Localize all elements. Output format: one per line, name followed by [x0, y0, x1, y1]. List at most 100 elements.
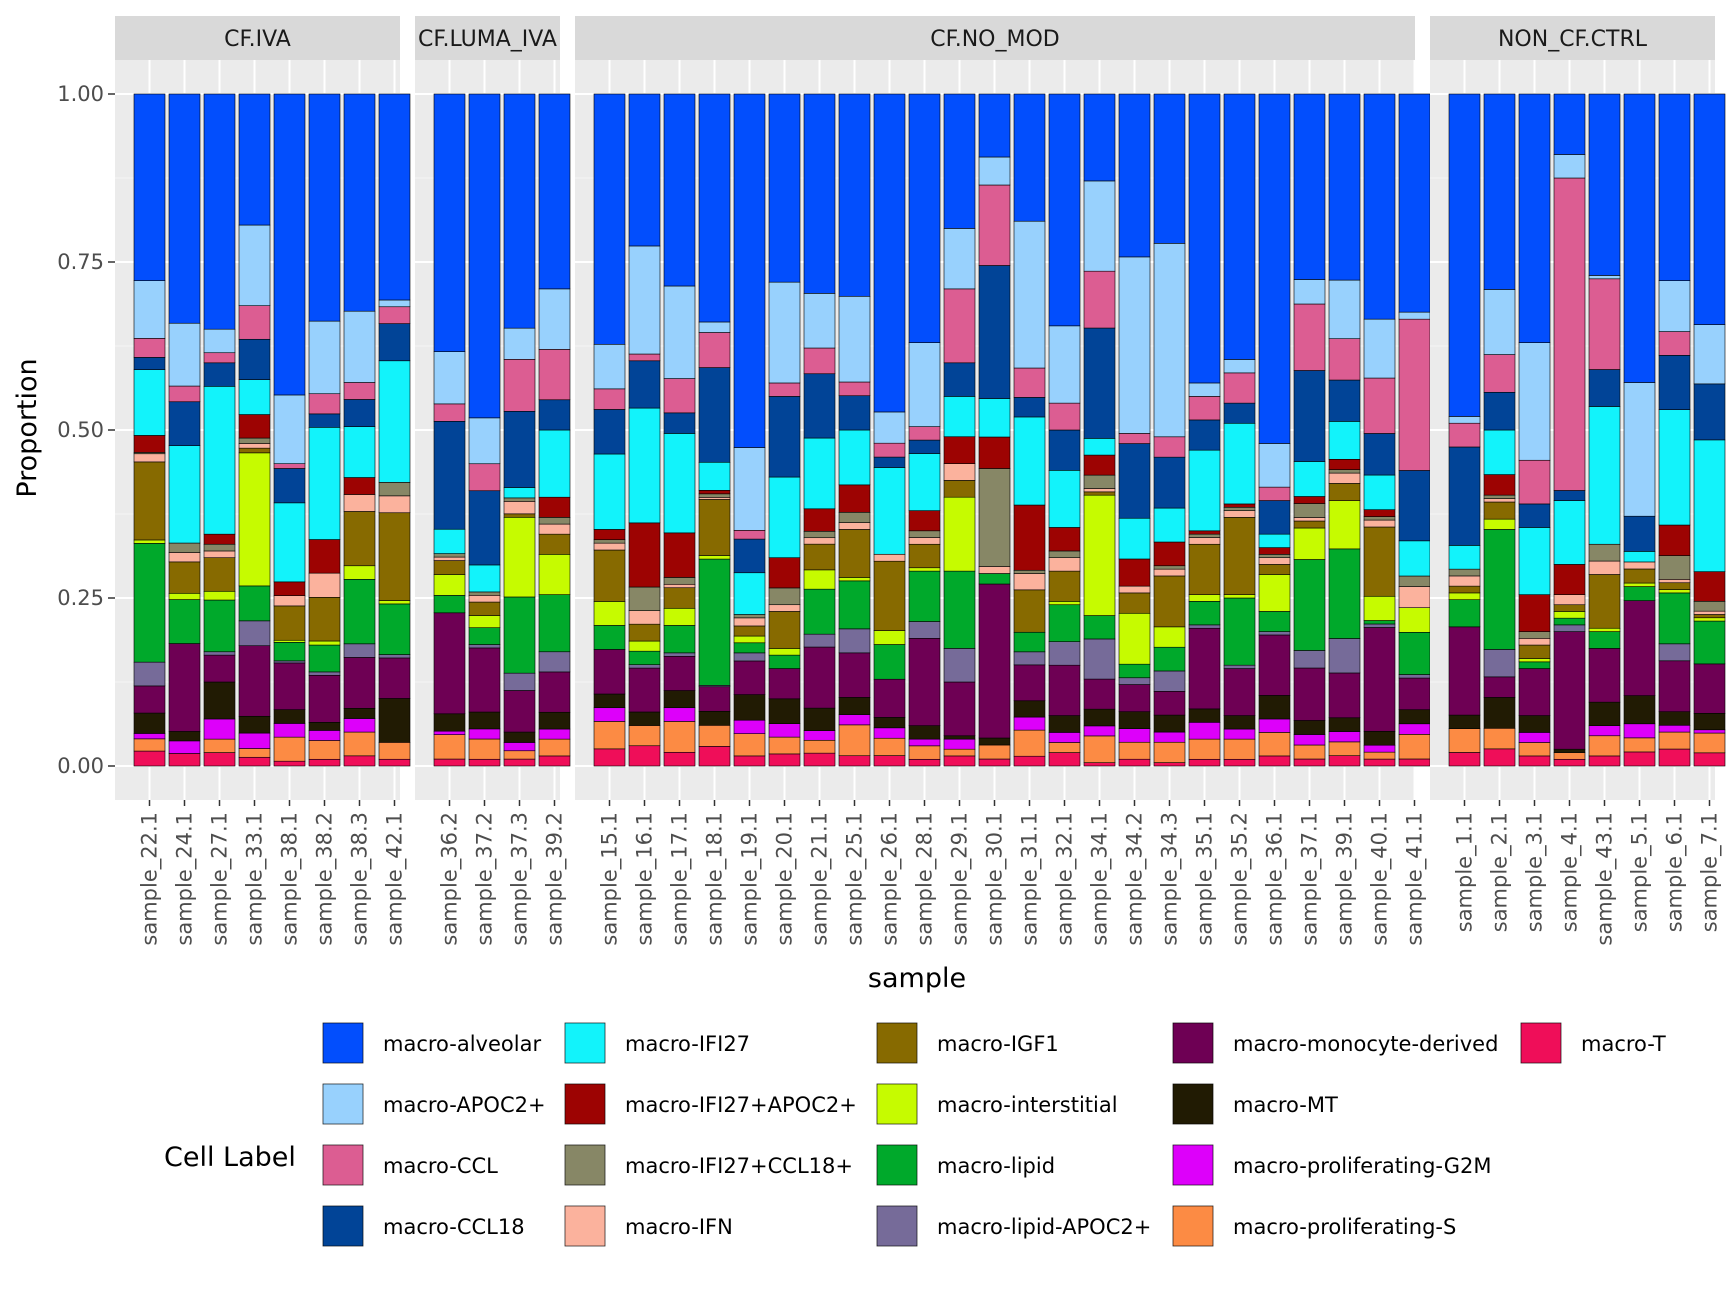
bar-segment — [1363, 620, 1396, 625]
bar-segment — [1328, 338, 1361, 381]
bar-segment — [1118, 677, 1151, 685]
x-tick-label: sample_5.1 — [1628, 812, 1653, 932]
bar-segment — [308, 539, 341, 574]
bar-segment — [1623, 515, 1656, 552]
bar-segment — [238, 443, 271, 449]
bar-segment — [1013, 755, 1046, 767]
bar-segment — [1153, 507, 1186, 543]
x-tick-label: sample_42.1 — [383, 812, 408, 946]
bar-segment — [1223, 372, 1256, 404]
bar-segment — [978, 436, 1011, 469]
bar-segment — [1588, 725, 1621, 737]
bar-segment — [978, 156, 1011, 186]
bar-segment — [1188, 533, 1221, 538]
bar-segment — [1658, 589, 1691, 594]
bar-segment — [1153, 741, 1186, 763]
bar-segment — [1188, 537, 1221, 545]
bar-segment — [1693, 439, 1726, 572]
x-tick-label: sample_31.1 — [1018, 812, 1043, 946]
bar-segment — [978, 573, 1011, 585]
bar-segment — [1258, 695, 1291, 720]
bar-segment — [838, 577, 871, 582]
bar-segment — [873, 644, 906, 680]
bar-segment — [168, 753, 201, 767]
bar-segment — [1483, 289, 1516, 355]
bar-segment — [1483, 518, 1516, 530]
bar-segment — [133, 453, 166, 463]
x-tick-label: sample_37.1 — [1298, 812, 1323, 946]
y-tick-label: 0.25 — [57, 586, 104, 610]
y-tick-label: 0.00 — [57, 754, 104, 778]
bar-segment — [1223, 359, 1256, 374]
bar-segment — [538, 671, 571, 713]
bar-segment — [538, 93, 571, 290]
bar-segment — [1553, 752, 1586, 760]
bar-stack — [908, 93, 941, 767]
bar-segment — [1448, 422, 1481, 448]
bar-segment — [1048, 557, 1081, 572]
bar-stack — [468, 93, 501, 767]
bar-segment — [1328, 731, 1361, 743]
bar-segment — [1588, 631, 1621, 649]
x-tick-label: sample_18.1 — [703, 812, 728, 946]
x-tick-label: sample_6.1 — [1663, 812, 1688, 932]
bar-segment — [943, 362, 976, 397]
bar-stack — [433, 93, 466, 767]
legend-label: macro-monocyte-derived — [1233, 1032, 1498, 1056]
bar-segment — [503, 672, 536, 691]
bar-segment — [593, 93, 626, 345]
bar-segment — [133, 539, 166, 544]
bar-segment — [1588, 755, 1621, 767]
facet-strip-label: CF.IVA — [224, 27, 291, 52]
x-tick-label: sample_38.1 — [278, 812, 303, 946]
bar-segment — [1223, 597, 1256, 666]
bar-segment — [1293, 734, 1326, 746]
bar-segment — [838, 381, 871, 397]
bar-segment — [168, 561, 201, 594]
facet-strip-label: NON_CF.CTRL — [1498, 27, 1648, 52]
bar-segment — [203, 386, 236, 535]
bar-segment — [133, 685, 166, 714]
bar-segment — [1328, 672, 1361, 719]
bar-stack — [1223, 93, 1256, 767]
bar-segment — [1518, 715, 1551, 733]
bar-segment — [1448, 585, 1481, 594]
bar-stack — [168, 93, 201, 767]
bar-segment — [803, 530, 836, 539]
bar-segment — [1083, 438, 1116, 456]
bar-segment — [1398, 607, 1431, 633]
bar-segment — [1588, 369, 1621, 407]
bar-segment — [698, 367, 731, 463]
bar-segment — [343, 477, 376, 495]
bar-segment — [873, 560, 906, 631]
bar-segment — [168, 552, 201, 563]
facet-panels: CF.IVA sample_22.1 sample_24.1 sample_27.1 s… — [115, 16, 1726, 946]
bar-segment — [203, 533, 236, 545]
bar-segment — [1693, 614, 1726, 619]
bar-segment — [378, 323, 411, 362]
bar-segment — [768, 723, 801, 738]
bar-segment — [1223, 402, 1256, 424]
x-tick-label: sample_4.1 — [1558, 812, 1583, 932]
bar-segment — [503, 750, 536, 760]
bar-segment — [908, 725, 941, 740]
bar-segment — [1588, 574, 1621, 629]
bar-segment — [943, 480, 976, 498]
bar-segment — [1518, 631, 1551, 639]
bar-segment — [1623, 93, 1656, 383]
bar-segment — [1448, 714, 1481, 729]
bar-segment — [308, 393, 341, 415]
bar-segment — [628, 650, 661, 665]
bar-segment — [943, 436, 976, 464]
bar-segment — [1363, 93, 1396, 320]
bar-segment — [378, 698, 411, 743]
bar-segment — [503, 690, 536, 733]
bar-segment — [1623, 551, 1656, 563]
bar-segment — [908, 567, 941, 572]
legend-swatch — [876, 1205, 918, 1247]
bar-segment — [1188, 594, 1221, 602]
bar-segment — [1223, 422, 1256, 505]
bar-segment — [1483, 529, 1516, 650]
legend-label: macro-CCL — [383, 1154, 498, 1178]
bar-segment — [538, 594, 571, 653]
